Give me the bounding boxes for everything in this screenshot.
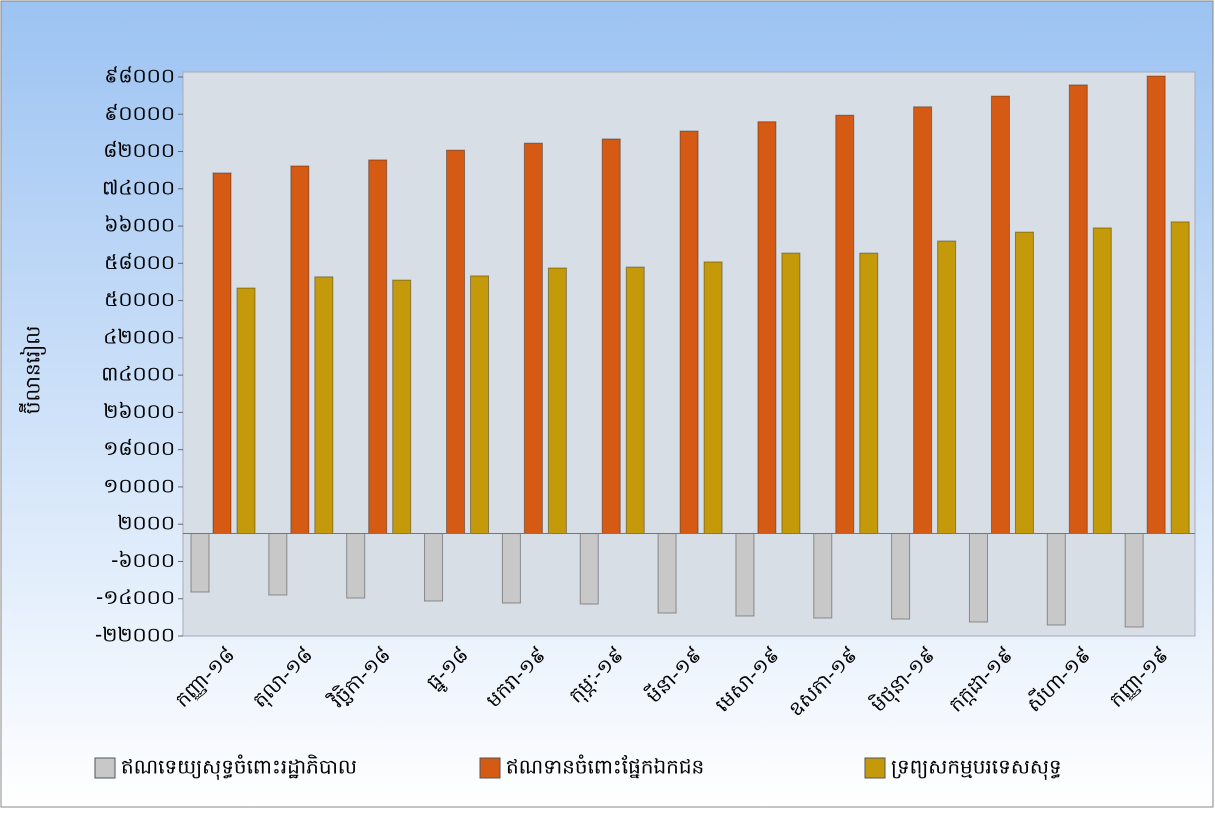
legend-label: ទ្រព្យសកម្មបរទេសសុទ្ធ [891, 755, 1062, 781]
bar [392, 279, 412, 535]
bar [1170, 221, 1190, 535]
bar [657, 533, 677, 614]
bar [446, 149, 466, 535]
bar [781, 252, 801, 535]
y-tick-label: ៥៨០០០ [104, 250, 175, 274]
bar [735, 533, 755, 617]
bar [1124, 533, 1144, 628]
bar [346, 533, 366, 599]
y-tick-label: ១៨០០០ [103, 436, 175, 460]
y-tick-label: -២២០០០ [95, 623, 175, 647]
bar [547, 267, 567, 535]
y-tick-label: ២០០០ [117, 511, 175, 535]
bar [1092, 227, 1112, 535]
legend-swatch [864, 757, 886, 779]
bar [625, 266, 645, 535]
bar [268, 533, 288, 596]
y-tick-label: ៩៨០០០ [104, 64, 175, 88]
bar [1068, 84, 1088, 535]
y-axis-label: ប៊ីលានរៀល [19, 326, 47, 414]
y-tick-label: ៥០០០០ [104, 287, 175, 311]
bar [990, 95, 1010, 535]
bar [937, 240, 957, 535]
bar [1014, 231, 1034, 535]
bar [368, 159, 388, 535]
bar [314, 276, 334, 535]
bar [891, 533, 911, 620]
bar [236, 287, 256, 535]
bar [757, 121, 777, 535]
bar [470, 275, 490, 535]
y-tick-label: -១៤០០០ [96, 585, 175, 609]
bar [703, 261, 723, 535]
y-tick-label: ៦៦០០០ [104, 213, 175, 237]
legend-swatch [479, 757, 501, 779]
y-tick-label: ៣៤០០០ [101, 362, 175, 386]
bar [813, 533, 833, 619]
bar [913, 106, 933, 535]
y-tick-label: ១០០០០ [103, 473, 175, 497]
bar [679, 130, 699, 535]
bar [212, 172, 232, 535]
y-tick-label: -៦០០០ [111, 548, 175, 572]
bar [579, 533, 599, 605]
legend-label: ឥណទេយ្យសុទ្ធចំពោះរដ្ឋាភិបាល [121, 754, 357, 781]
bar [190, 533, 210, 593]
y-tick-label: ២៦០០០ [103, 399, 175, 423]
bar [1046, 533, 1066, 626]
y-tick-label: ៨២០០០ [103, 138, 175, 162]
bar [523, 142, 543, 535]
bar [835, 114, 855, 535]
bar [501, 533, 521, 604]
y-tick-label: ៤២០០០ [103, 324, 175, 348]
bar [859, 252, 879, 535]
legend-swatch [94, 757, 116, 779]
y-tick-label: ៩០០០០ [104, 101, 175, 125]
bar [290, 165, 310, 535]
legend-label: ឥណទានចំពោះផ្នែកឯកជន [506, 754, 704, 779]
bar [1146, 75, 1166, 535]
bar [601, 138, 621, 535]
y-tick-label: ៧៤០០០ [102, 175, 175, 199]
bar [424, 533, 444, 602]
bar [968, 533, 988, 623]
